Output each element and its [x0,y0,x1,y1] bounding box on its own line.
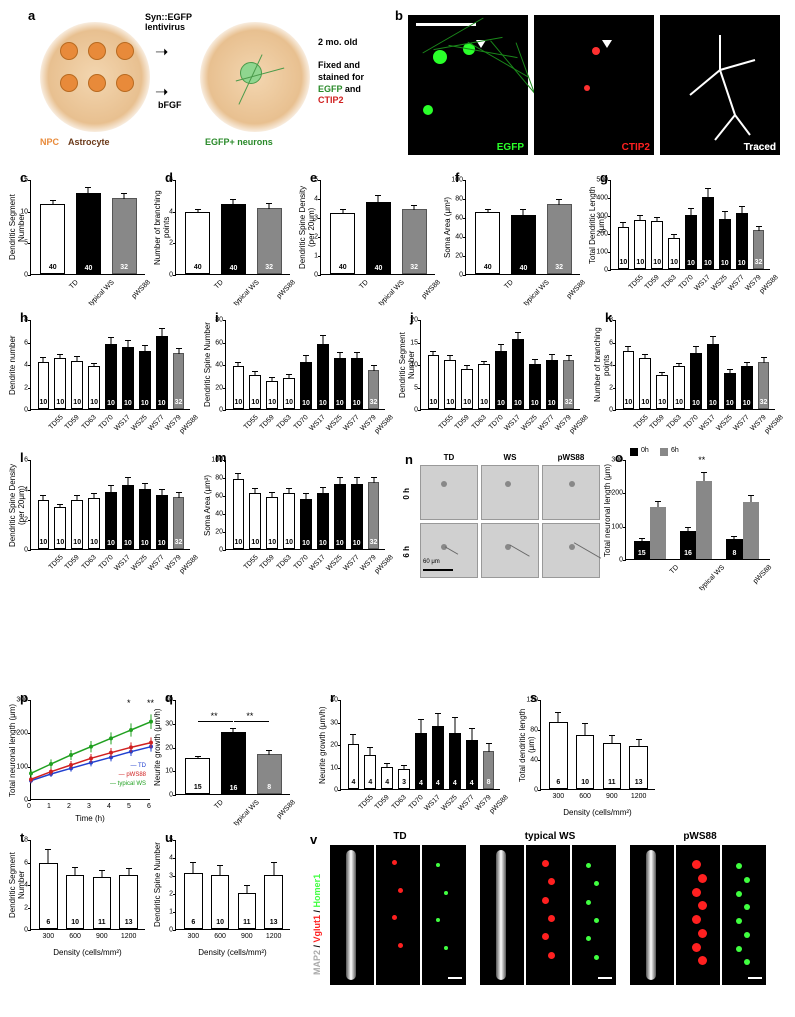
div [423,105,433,115]
div [584,85,590,91]
img-panel: EGFP [408,15,528,155]
div: CTIP2 [622,142,650,153]
span: and [342,84,361,94]
div [116,74,134,92]
div: EGFP [497,142,524,153]
div: bFGF [158,100,182,110]
div [467,42,528,78]
figure: ➝➝Syn::EGFP lentivirusbFGFNPCAstrocyteEG… [40,12,380,162]
panel-label: a [28,8,35,23]
div [60,42,78,60]
div [592,47,600,55]
img-panel: TracedTraced [660,15,780,155]
div [602,40,612,48]
div [240,62,262,84]
span: CTIP2 [318,95,344,105]
div: NPC [40,137,59,147]
div: ➝ [155,42,168,62]
div: 2 mo. oldFixed andstained forEGFP andCTI… [318,37,364,107]
div: Syn::EGFP lentivirus [145,12,192,32]
div [116,42,134,60]
div [88,42,106,60]
div: ➝ [155,82,168,102]
div [433,50,447,64]
div: EGFP+ neurons [205,137,273,147]
panel-label: b [395,8,403,23]
div [490,40,536,94]
div [60,74,78,92]
div: Astrocyte [68,137,110,147]
div [88,74,106,92]
span: EGFP [318,84,342,94]
img-panel: CTIP2 [534,15,654,155]
